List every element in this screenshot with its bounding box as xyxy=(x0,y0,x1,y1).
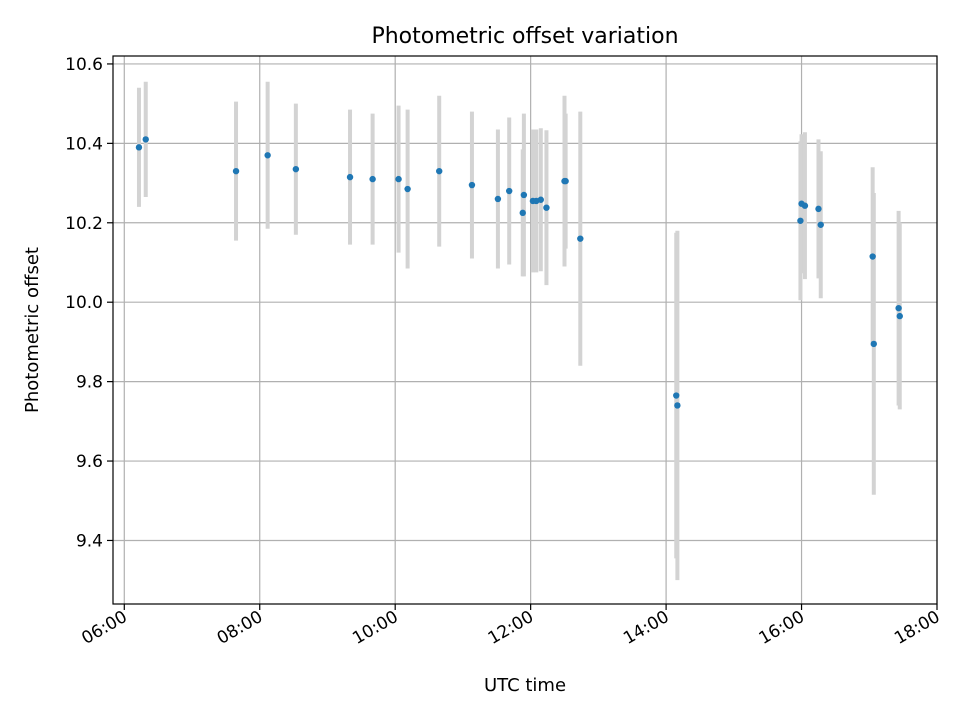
y-tick-label: 9.8 xyxy=(76,373,103,393)
chart-title: Photometric offset variation xyxy=(371,24,678,49)
data-point xyxy=(577,235,584,242)
data-point xyxy=(346,173,354,181)
data-point xyxy=(505,187,513,195)
y-tick-label: 10.0 xyxy=(65,293,103,313)
grid xyxy=(113,56,938,604)
plot-frame xyxy=(112,55,938,605)
data-point xyxy=(395,175,402,183)
y-axis-label: Photometric offset xyxy=(22,247,43,413)
data-point xyxy=(797,217,804,224)
data-point xyxy=(135,144,143,151)
y-tick-label: 9.4 xyxy=(76,531,103,551)
data-point xyxy=(468,181,476,189)
data-point xyxy=(895,304,902,312)
y-tick-label: 10.6 xyxy=(65,55,103,75)
data-point xyxy=(232,167,240,175)
data-point xyxy=(264,152,271,159)
data-points xyxy=(135,136,903,409)
data-point xyxy=(519,209,526,217)
data-point xyxy=(369,175,376,183)
data-point xyxy=(801,202,809,209)
y-tick-label: 10.2 xyxy=(65,214,103,234)
data-point xyxy=(673,392,680,399)
data-point xyxy=(404,185,411,193)
x-axis-label: UTC time xyxy=(484,675,566,696)
data-point xyxy=(543,204,550,211)
data-point xyxy=(870,340,877,348)
data-point xyxy=(494,195,502,203)
data-point xyxy=(537,196,545,203)
y-tick-label: 10.4 xyxy=(65,134,103,154)
data-point xyxy=(815,205,822,213)
data-point xyxy=(142,136,149,143)
data-point xyxy=(817,221,824,228)
data-point xyxy=(896,312,903,320)
data-point xyxy=(674,402,681,409)
y-axis: 9.4 9.6 9.8 10.0 10.2 10.4 10.6 xyxy=(65,55,113,551)
y-tick-label: 9.6 xyxy=(76,452,103,472)
data-point xyxy=(869,253,876,260)
data-point xyxy=(562,177,569,185)
data-point xyxy=(292,165,300,173)
data-point xyxy=(520,191,528,199)
data-point xyxy=(436,167,443,175)
